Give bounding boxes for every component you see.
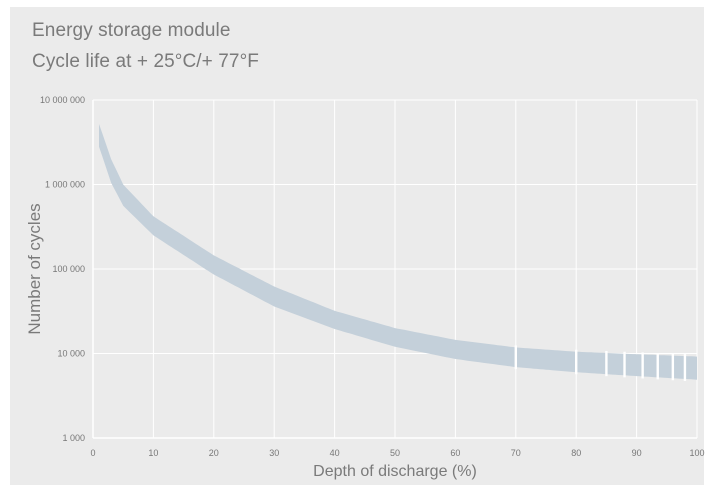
- x-tick-label: 20: [209, 448, 219, 458]
- y-tick-label: 10 000 000: [40, 95, 85, 105]
- x-tick-label: 60: [450, 448, 460, 458]
- x-tick-label: 100: [689, 448, 704, 458]
- x-tick-label: 10: [148, 448, 158, 458]
- band-gap: [605, 350, 608, 377]
- band-gap: [514, 345, 517, 370]
- y-tick-label: 100 000: [52, 264, 85, 274]
- x-tick-label: 40: [330, 448, 340, 458]
- x-tick-label: 80: [571, 448, 581, 458]
- axes: [92, 100, 697, 439]
- band-gap: [656, 353, 659, 380]
- x-tick-label: 90: [632, 448, 642, 458]
- band-gap: [575, 349, 578, 375]
- x-tick-label: 70: [511, 448, 521, 458]
- band-gap: [623, 351, 626, 378]
- x-tick-label: 30: [269, 448, 279, 458]
- cycle-life-band: [99, 124, 697, 380]
- x-tick-label: 50: [390, 448, 400, 458]
- band-gap: [683, 354, 687, 381]
- chart-subtitle: Cycle life at + 25°C/+ 77°F: [32, 51, 259, 72]
- y-tick-label: 1 000: [62, 433, 85, 443]
- x-axis-label: Depth of discharge (%): [313, 463, 477, 480]
- chart-title: Energy storage module: [32, 20, 231, 41]
- y-tick-label: 1 000 000: [45, 180, 85, 190]
- chart-panel: Energy storage module Cycle life at + 25…: [10, 7, 704, 485]
- y-tick-label: 10 000: [57, 349, 85, 359]
- y-tick-labels: 1 000 10 000 100 000 1 000 000 10 000 000: [40, 95, 85, 443]
- y-axis-label: Number of cycles: [25, 203, 44, 334]
- grid: [93, 99, 698, 438]
- x-tick-labels: 0 10 20 30 40 50 60 70 80 90 100: [90, 448, 704, 458]
- band-gap: [641, 352, 644, 379]
- x-tick-label: 0: [90, 448, 95, 458]
- band-gaps: [514, 345, 687, 381]
- band-gap: [671, 353, 675, 381]
